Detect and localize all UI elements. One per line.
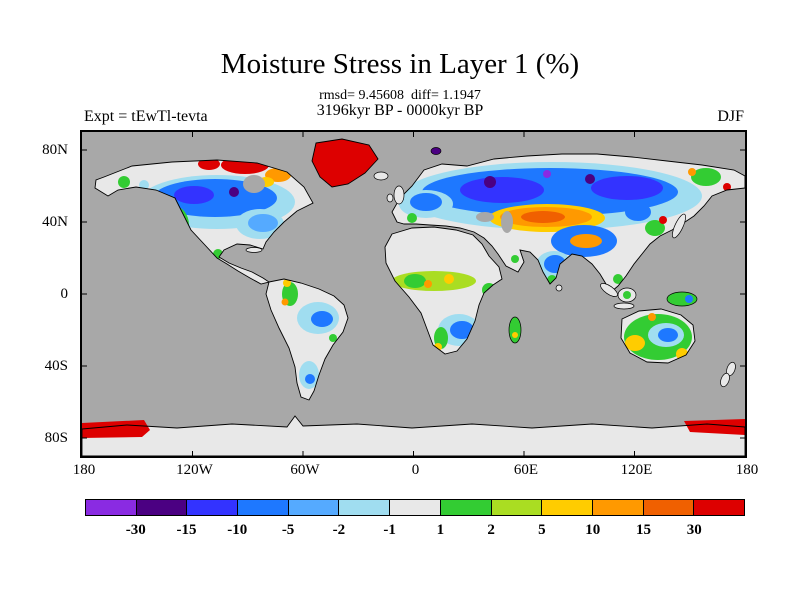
colorbar-tick-label: -30: [125, 522, 146, 538]
map-frame: [80, 130, 747, 458]
lon-axis-labels: 180 120W 60W 0 60E 120E 180: [73, 461, 759, 481]
ireland: [386, 193, 394, 203]
lat-tick-label: 40N: [42, 214, 68, 230]
lat-tick-label: 40S: [44, 358, 68, 374]
cuba: [245, 247, 263, 253]
madagascar: [508, 316, 522, 344]
svalbard: [430, 147, 442, 155]
region-antarctica: [82, 415, 745, 456]
lat-tick-label: 80N: [42, 142, 68, 158]
colorbar-tick-label: 2: [487, 522, 495, 538]
java: [613, 302, 635, 310]
period-line: 3196kyr BP - 0000kyr BP: [316, 102, 484, 119]
lon-tick-label: 60W: [290, 462, 320, 478]
sri-lanka: [555, 284, 563, 292]
britain: [393, 185, 405, 205]
colorbar-segment: [591, 499, 644, 516]
colorbar-segment: [287, 499, 340, 516]
colorbar-segment: [693, 499, 745, 516]
colorbar: [85, 499, 745, 516]
experiment-label: Expt = tEwTl-tevta: [84, 108, 208, 125]
islands: [245, 147, 736, 388]
colorbar-tick-label: 5: [538, 522, 546, 538]
axis-ticks: [82, 132, 745, 456]
borneo-green-spot: [623, 291, 631, 299]
season-label: DJF: [717, 108, 744, 125]
lat-axis-labels: 80N 40N 0 40S 80S: [0, 132, 76, 456]
colorbar-tick-label: 15: [635, 522, 651, 538]
sumatra: [600, 283, 618, 297]
colorbar-tick-label: 10: [585, 522, 601, 538]
lat-tick-label: 0: [60, 286, 69, 302]
stats-line: rmsd= 9.45608 diff= 1.1947: [319, 88, 481, 103]
lon-tick-label: 120W: [176, 462, 213, 478]
colorbar-tick-label: -2: [332, 522, 346, 538]
colorbar-tick-label: -15: [176, 522, 197, 538]
new-guinea-blue-spot: [685, 295, 693, 303]
colorbar-tick-label: -1: [383, 522, 396, 538]
colorbar-segment: [135, 499, 188, 516]
colorbar-segment: [338, 499, 391, 516]
world-map: [82, 132, 745, 456]
lon-tick-label: 180: [72, 462, 96, 478]
region-africa: [384, 226, 503, 355]
lon-tick-label: 0: [411, 462, 420, 478]
colorbar-tick-label: 1: [436, 522, 445, 538]
colorbar-segment: [85, 499, 137, 516]
antarctic-red-east: [684, 419, 745, 435]
plot-title: Moisture Stress in Layer 1 (%): [220, 48, 580, 80]
colorbar-tick-label: -5: [281, 522, 295, 538]
region-south-america: [265, 278, 349, 401]
lon-tick-label: 120E: [620, 462, 653, 478]
colorbar-tick-label: 30: [686, 522, 702, 538]
colorbar-tick-label: -10: [227, 522, 248, 538]
colorbar-segment: [541, 499, 593, 516]
japan: [672, 213, 686, 239]
new-zealand-south: [720, 372, 730, 388]
antarctic-red-west: [82, 420, 150, 438]
region-eurasia: [391, 153, 745, 293]
colorbar-segment: [186, 499, 239, 516]
lon-tick-label: 180: [735, 462, 759, 478]
colorbar-tick-labels: -30 -15 -10 -5 -2 -1 1 2 5 10 15 30: [85, 521, 745, 541]
colorbar-segment: [642, 499, 695, 516]
colorbar-segment: [389, 499, 441, 516]
colorbar-segment: [439, 499, 492, 516]
lat-tick-label: 80S: [44, 430, 68, 446]
colorbar-segment: [490, 499, 543, 516]
lon-tick-label: 60E: [513, 462, 539, 478]
madagascar-yellow-spot: [512, 332, 518, 338]
colorbar-segment: [237, 499, 289, 516]
iceland: [373, 171, 389, 181]
